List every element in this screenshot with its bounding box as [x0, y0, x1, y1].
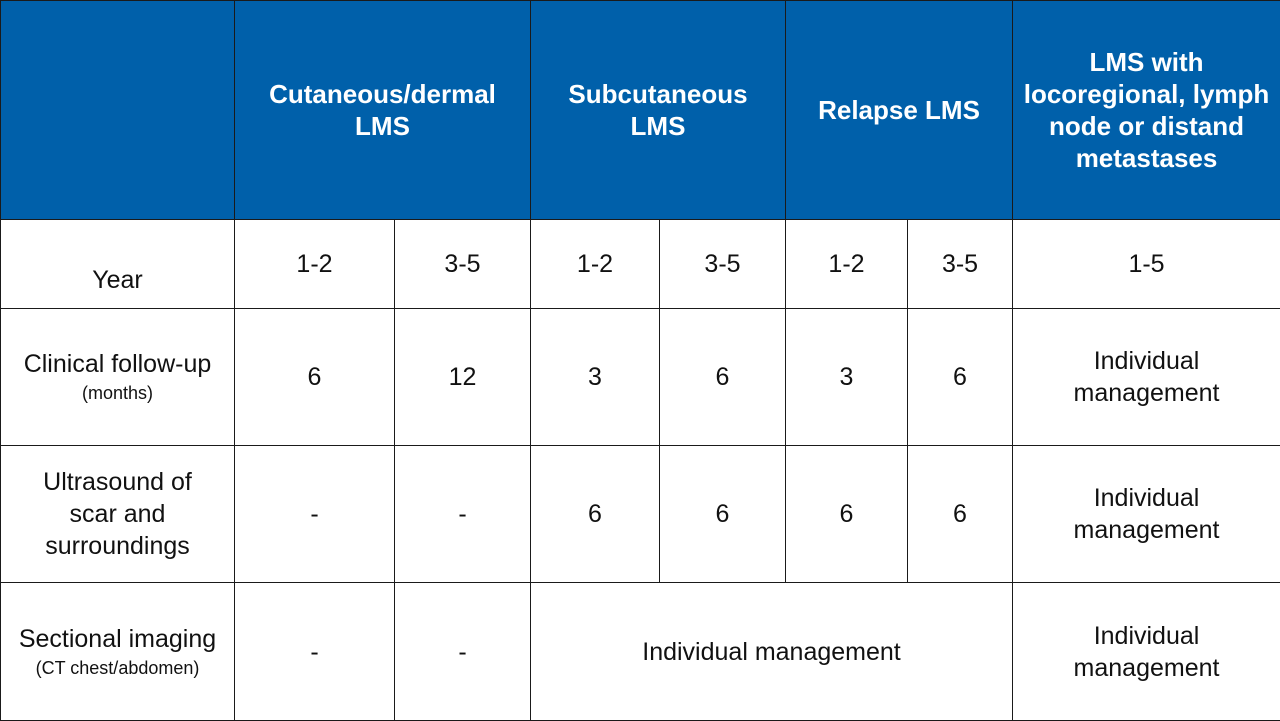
row-sublabel-text: (months) — [5, 380, 230, 406]
header-row: Cutaneous/dermal LMS Subcutaneous LMS Re… — [1, 1, 1280, 220]
table-cell: 6 — [660, 446, 786, 583]
row-label-text: Sectional imaging — [5, 623, 230, 655]
table-row-ultrasound: Ultrasound of scar and surroundings - - … — [1, 446, 1280, 583]
table-cell: 6 — [235, 309, 395, 446]
year-value: 1-2 — [786, 220, 908, 309]
table-cell: 6 — [531, 446, 660, 583]
table-cell: Individual management — [1013, 446, 1280, 583]
header-subcutaneous: Subcutaneous LMS — [531, 1, 786, 220]
year-value: 1-2 — [531, 220, 660, 309]
table-cell: 3 — [786, 309, 908, 446]
table-cell: 6 — [908, 309, 1013, 446]
table-cell-merged: Individual management — [531, 583, 1013, 721]
table-cell: 12 — [395, 309, 531, 446]
table-cell: 3 — [531, 309, 660, 446]
header-metastases: LMS with locoregional, lymph node or dis… — [1013, 1, 1280, 220]
year-value: 1-5 — [1013, 220, 1280, 309]
table-row-sectional: Sectional imaging (CT chest/abdomen) - -… — [1, 583, 1280, 721]
table-cell: - — [235, 446, 395, 583]
header-cutaneous: Cutaneous/dermal LMS — [235, 1, 531, 220]
row-label-text: Clinical follow-up — [5, 348, 230, 380]
table-row-clinical: Clinical follow-up (months) 6 12 3 6 3 6… — [1, 309, 1280, 446]
table-cell: Individual management — [1013, 583, 1280, 721]
table-cell: - — [395, 583, 531, 721]
table-cell: 6 — [908, 446, 1013, 583]
year-value: 3-5 — [395, 220, 531, 309]
row-label-clinical: Clinical follow-up (months) — [1, 309, 235, 446]
table-cell: - — [235, 583, 395, 721]
row-sublabel-text: (CT chest/abdomen) — [5, 655, 230, 681]
header-relapse: Relapse LMS — [786, 1, 1013, 220]
table-cell: 6 — [660, 309, 786, 446]
row-label-sectional: Sectional imaging (CT chest/abdomen) — [1, 583, 235, 721]
year-label: Year — [1, 220, 235, 309]
corner-header — [1, 1, 235, 220]
year-value: 1-2 — [235, 220, 395, 309]
row-label-ultrasound: Ultrasound of scar and surroundings — [1, 446, 235, 583]
year-value: 3-5 — [908, 220, 1013, 309]
year-value: 3-5 — [660, 220, 786, 309]
table-cell: Individual management — [1013, 309, 1280, 446]
table-cell: - — [395, 446, 531, 583]
year-row: Year 1-2 3-5 1-2 3-5 1-2 3-5 1-5 — [1, 220, 1280, 309]
table-cell: 6 — [786, 446, 908, 583]
